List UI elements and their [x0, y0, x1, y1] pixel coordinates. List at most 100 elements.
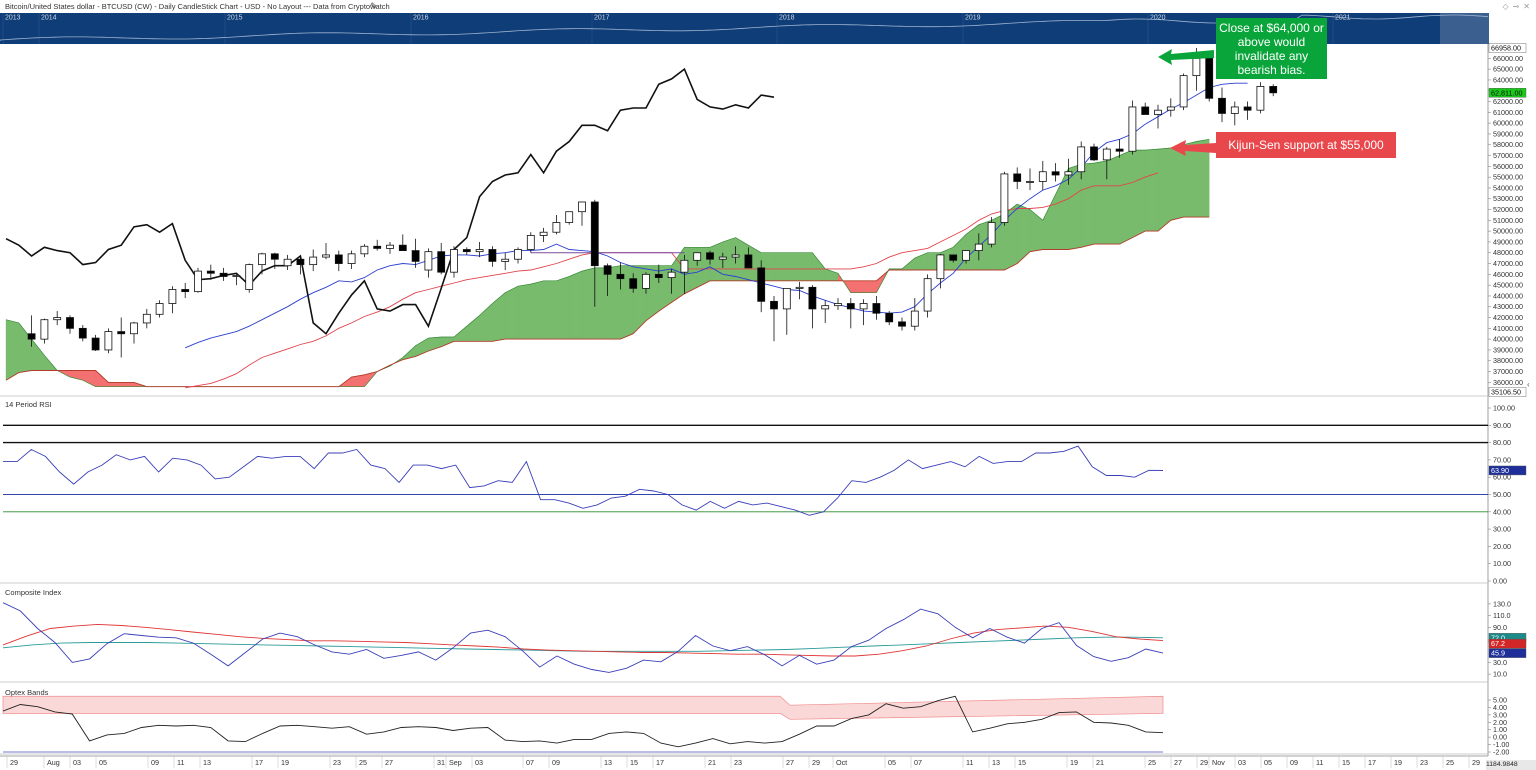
candle-up — [386, 244, 394, 249]
price-tick-label: 44000.00 — [1493, 291, 1523, 300]
annotation-arrows — [1158, 49, 1216, 156]
candle-down — [757, 267, 766, 302]
candle-up — [642, 273, 650, 289]
candle-up — [1166, 106, 1175, 111]
x-tick-label: 19 — [1394, 758, 1402, 767]
candle-down — [334, 254, 343, 264]
diamond-icon[interactable]: ◇ — [1502, 2, 1509, 11]
tenkan-sen-line — [185, 82, 1248, 349]
pin-icon[interactable]: ⊸ — [1512, 2, 1520, 11]
price-tick-label: 64000.00 — [1493, 75, 1523, 84]
pane-tick-label: 80.00 — [1493, 438, 1511, 447]
candle-down — [270, 253, 279, 260]
cloud-bull-segment — [569, 270, 583, 340]
candle-up — [552, 222, 561, 233]
candle-down — [872, 303, 881, 314]
pane-tick-label: 100.00 — [1493, 404, 1515, 413]
candle-down — [808, 286, 817, 310]
price-last-tag-box — [1488, 88, 1527, 98]
cloud-bear-segment — [850, 280, 864, 293]
pane-tick-label: 110.0 — [1493, 611, 1510, 620]
x-tick-label: 11 — [966, 758, 973, 767]
candle-down — [219, 272, 228, 277]
x-tick-label: 29 — [10, 758, 18, 767]
candle-up — [194, 270, 202, 293]
candle-down — [373, 245, 382, 249]
cloud-bull-segment — [517, 283, 531, 340]
chikou-span-line — [5, 67, 775, 335]
edit-icon[interactable]: ✎ — [370, 1, 378, 11]
cloud-bull-segment — [5, 319, 19, 381]
pane-tick-label: 20.00 — [1493, 542, 1511, 551]
candle-up — [962, 250, 970, 261]
candle-up — [501, 258, 510, 262]
candle-up — [1154, 109, 1162, 115]
candle-up — [130, 322, 138, 335]
candle-down — [1051, 171, 1060, 176]
cloud-bull-segment — [543, 280, 557, 340]
callout-kijun-support: Kijun-Sen support at $55,000 — [1216, 132, 1396, 158]
candle-up — [565, 211, 574, 223]
candle-up — [168, 289, 177, 304]
overview-year-label: 2015 — [227, 15, 243, 22]
scroll-right-icon[interactable]: ‹ — [1527, 380, 1530, 389]
candle-down — [885, 312, 894, 323]
candle-up — [1179, 75, 1188, 108]
cloud-bull-segment — [1144, 148, 1159, 232]
price-low-tag-box — [1488, 387, 1527, 397]
arrow-red — [1170, 140, 1216, 156]
overview-year-label: 2018 — [779, 15, 795, 22]
cloud-bull-segment — [594, 267, 608, 340]
x-tick-label: 19 — [1070, 758, 1078, 767]
overview-year-label: 2019 — [965, 15, 981, 22]
pane-tick-label: 10.0 — [1493, 670, 1507, 679]
rsi-pane-title: 14 Period RSI — [5, 400, 52, 409]
price-pane: 66000.0065000.0064000.0063000.0062000.00… — [0, 44, 1523, 756]
candle-up — [232, 275, 241, 277]
composite-red-tag: 67.2 — [1491, 639, 1505, 648]
price-tick-label: 48000.00 — [1493, 248, 1523, 257]
x-tick-label: 03 — [1238, 758, 1246, 767]
x-tick-label: 03 — [475, 758, 483, 767]
composite-blue-line — [2, 602, 1164, 673]
candle-up — [731, 254, 740, 258]
candle-up — [667, 271, 676, 278]
candle-down — [437, 251, 446, 273]
x-tick-label: 09 — [552, 758, 560, 767]
x-tick-label: 05 — [888, 758, 896, 767]
x-tick-label: 13 — [203, 758, 211, 767]
price-low-tag: 35106.50 — [1491, 388, 1521, 397]
candle-up — [1256, 86, 1265, 111]
candle-down — [206, 270, 215, 274]
x-tick-label: 25 — [359, 758, 367, 767]
candle-down — [846, 303, 855, 310]
cloud-bull-segment — [581, 267, 595, 340]
overview-year-label: 2016 — [413, 15, 429, 22]
x-tick-label: 23 — [333, 758, 341, 767]
cloud-bull-segment — [709, 241, 723, 282]
price-tick-label: 41000.00 — [1493, 324, 1523, 333]
x-tick-label: 29 — [1200, 758, 1208, 767]
candle-up — [309, 256, 318, 266]
x-tick-label: 27 — [1174, 758, 1182, 767]
price-tick-label: 51000.00 — [1493, 216, 1523, 225]
price-tick-label: 66000.00 — [1493, 54, 1523, 63]
candle-up — [1000, 173, 1009, 223]
price-tick-label: 58000.00 — [1493, 140, 1523, 149]
candle-up — [1077, 146, 1086, 173]
candle-down — [398, 244, 407, 251]
close-icon[interactable]: ✕ — [1523, 2, 1530, 11]
pane-tick-label: 1.00 — [1493, 725, 1507, 734]
cloud-bull-segment — [1119, 149, 1133, 245]
candle-up — [526, 235, 535, 250]
price-tick-label: 65000.00 — [1493, 65, 1523, 74]
cloud-bull-segment — [1093, 160, 1108, 245]
candle-down — [1269, 86, 1278, 94]
cloud-bear-segment — [120, 382, 135, 387]
candle-down — [1205, 57, 1214, 99]
x-tick-label: 03 — [73, 758, 81, 767]
price-tick-label: 39000.00 — [1493, 345, 1523, 354]
price-tick-label: 45000.00 — [1493, 281, 1523, 290]
price-tick-label: 40000.00 — [1493, 335, 1523, 344]
